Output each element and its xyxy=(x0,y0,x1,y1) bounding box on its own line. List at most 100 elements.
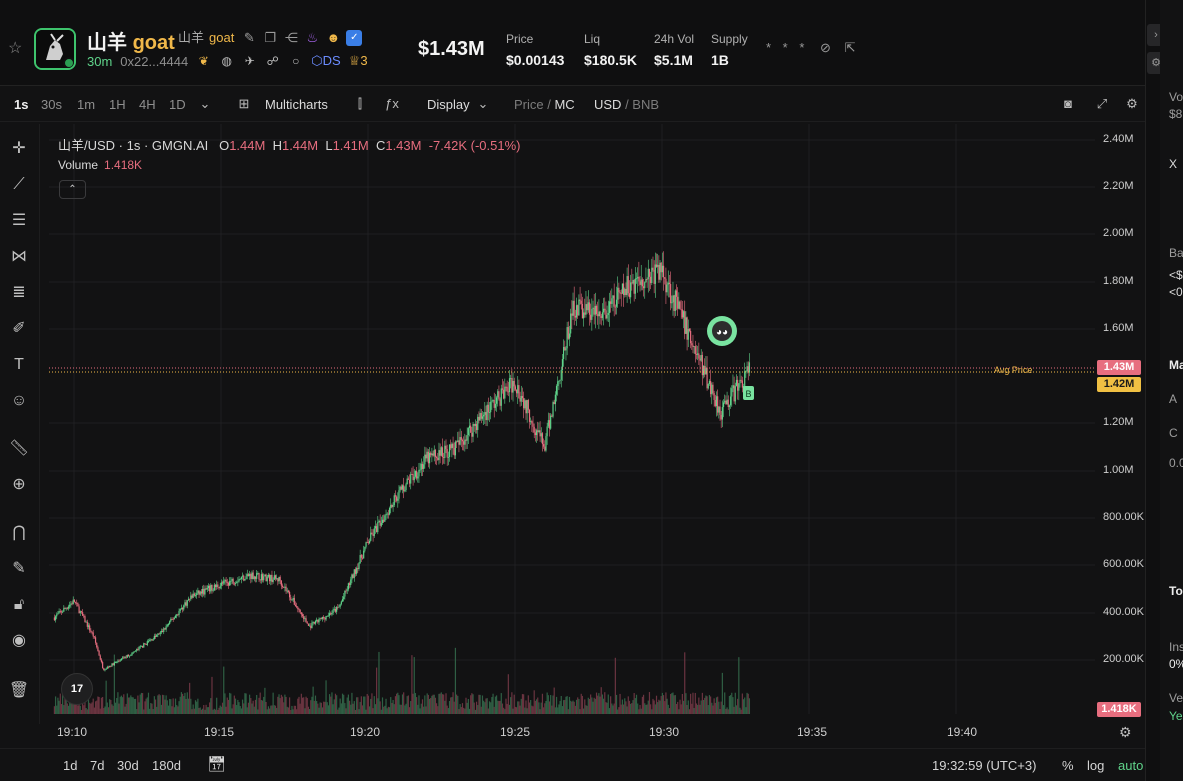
eye-off-icon[interactable]: ⊘ xyxy=(820,40,831,55)
multicharts-icon[interactable]: ⊞ xyxy=(238,96,250,111)
lock-icon[interactable]: 🔓︎ xyxy=(13,596,25,613)
volume-bar xyxy=(647,700,649,714)
lock-drawing-icon[interactable]: ✎ xyxy=(12,560,26,577)
volume-bar xyxy=(303,697,305,714)
candle xyxy=(340,600,342,606)
usd-bnb-toggle[interactable]: USD / BNB xyxy=(594,97,660,112)
search-icon[interactable]: ○ xyxy=(292,53,300,68)
fullscreen-icon[interactable]: ⤢ xyxy=(1096,96,1108,111)
volume-bar xyxy=(655,695,658,714)
timeframe-1s[interactable]: 1s xyxy=(14,97,29,112)
timeframe-1d[interactable]: 1D xyxy=(169,97,186,112)
text-tool-icon[interactable]: T xyxy=(14,356,24,373)
timeframe-4h[interactable]: 4H xyxy=(139,97,156,112)
fire-icon[interactable]: ♨ xyxy=(306,30,319,45)
twitter-verified-icon[interactable]: ✓ xyxy=(346,30,363,46)
candle xyxy=(144,642,146,645)
price-chart[interactable]: ◕◕ B xyxy=(41,124,1145,744)
dexscreener-link[interactable]: ⬡DS xyxy=(311,53,341,68)
visibility-eye-icon[interactable]: ◉ xyxy=(12,632,26,649)
candle xyxy=(454,440,457,459)
pattern-icon[interactable]: ⋈ xyxy=(11,248,27,265)
website-icon[interactable]: ◍ xyxy=(221,53,232,68)
high-label: H xyxy=(272,138,282,153)
trash-icon[interactable]: 🗑︎ xyxy=(8,682,30,699)
panel-tab-top[interactable]: Tor xyxy=(1169,584,1183,598)
range-7d[interactable]: 7d xyxy=(90,758,105,773)
buy-marker[interactable]: B xyxy=(743,386,754,400)
volume-bar xyxy=(491,697,493,714)
ds-label: DS xyxy=(322,53,341,68)
candle xyxy=(406,475,408,485)
volume-bar xyxy=(668,708,671,714)
share-icon[interactable]: ⋲ xyxy=(284,30,298,45)
zoom-in-icon[interactable]: ⊕ xyxy=(12,476,26,493)
range-1d[interactable]: 1d xyxy=(63,758,78,773)
leaf-icon[interactable]: ❦ xyxy=(198,53,209,68)
candle xyxy=(254,576,257,583)
candle-type-icon[interactable]: ⫿ xyxy=(357,96,363,111)
token-avatar[interactable] xyxy=(34,28,76,70)
candle xyxy=(734,382,736,405)
emoji-icon[interactable]: ☺ xyxy=(10,392,28,409)
range-180d[interactable]: 180d xyxy=(152,758,181,773)
timeframe-1m[interactable]: 1m xyxy=(77,97,96,112)
contract-address[interactable]: 0x22...4444 xyxy=(120,53,189,69)
axis-settings-gear-icon[interactable]: ⚙ xyxy=(1119,724,1132,740)
volume-bar xyxy=(116,698,118,714)
candle xyxy=(691,340,693,350)
panel-tab-x[interactable]: X xyxy=(1169,157,1178,171)
timeframe-dropdown-chevron-icon[interactable]: ⌄ xyxy=(199,96,211,111)
timeframe-1h[interactable]: 1H xyxy=(109,97,126,112)
volume-bar xyxy=(671,693,673,714)
volume-bar xyxy=(658,699,660,714)
indicators-fx-icon[interactable]: ƒx xyxy=(385,96,399,111)
multicharts-button[interactable]: Multicharts xyxy=(265,97,328,112)
display-chevron-icon[interactable]: ⌄ xyxy=(477,96,489,111)
screenshot-camera-icon[interactable]: ◙ xyxy=(1064,96,1072,111)
telegram-icon[interactable]: ✈ xyxy=(244,53,255,68)
date-range-calendar-icon[interactable]: 📅︎ xyxy=(207,756,227,773)
community-link-icon[interactable]: ☍ xyxy=(266,53,279,68)
volume-bar xyxy=(519,705,521,714)
candle xyxy=(432,450,434,458)
percent-scale-toggle[interactable]: % xyxy=(1062,758,1074,773)
volume-bar xyxy=(513,694,515,714)
crosshair-icon[interactable]: ✛ xyxy=(12,140,26,157)
auto-scale-toggle[interactable]: auto xyxy=(1118,758,1144,773)
ruler-icon[interactable]: 📏︎ xyxy=(8,440,30,457)
price-mc-toggle[interactable]: Price / MC xyxy=(514,97,575,112)
candle xyxy=(134,650,137,652)
panel-text-lt-0: <0 xyxy=(1169,285,1183,299)
brush-icon[interactable]: ✐ xyxy=(12,320,26,337)
candle xyxy=(337,603,339,610)
crown-count[interactable]: ♕3 xyxy=(348,53,368,68)
magnet-icon[interactable]: ⋂ xyxy=(12,524,26,541)
volume-bar xyxy=(247,702,250,714)
trendline-icon[interactable]: ⟋ xyxy=(13,176,25,193)
candle xyxy=(149,638,151,642)
external-link-icon[interactable]: ⇱ xyxy=(844,40,856,55)
fib-retracement-icon[interactable]: ≣ xyxy=(12,284,26,301)
display-button[interactable]: Display xyxy=(427,97,470,112)
stat-supply-label: Supply xyxy=(711,32,748,46)
candle xyxy=(269,573,271,585)
tradingview-logo-icon[interactable]: 17 xyxy=(61,673,93,705)
volume-bar xyxy=(285,696,287,714)
timeframe-30s[interactable]: 30s xyxy=(41,97,62,112)
edit-icon[interactable]: ✎ xyxy=(243,30,255,45)
volume-bar xyxy=(199,707,201,714)
copy-icon[interactable]: ❐ xyxy=(264,30,277,45)
volume-bar xyxy=(498,701,500,714)
candle xyxy=(277,578,279,586)
log-scale-toggle[interactable]: log xyxy=(1087,758,1105,773)
range-30d[interactable]: 30d xyxy=(117,758,139,773)
favorite-star-icon[interactable]: ☆ xyxy=(8,40,23,57)
community-icon[interactable]: ☻ xyxy=(326,30,341,45)
dev-marker[interactable]: ◕◕ xyxy=(707,316,737,346)
collapse-legend-button[interactable]: ⌃ xyxy=(59,180,86,199)
chart-settings-gear-icon[interactable]: ⚙ xyxy=(1126,96,1138,111)
horizontal-lines-icon[interactable]: ☰ xyxy=(11,212,27,229)
candle xyxy=(580,293,582,310)
volume-bar xyxy=(147,692,150,714)
